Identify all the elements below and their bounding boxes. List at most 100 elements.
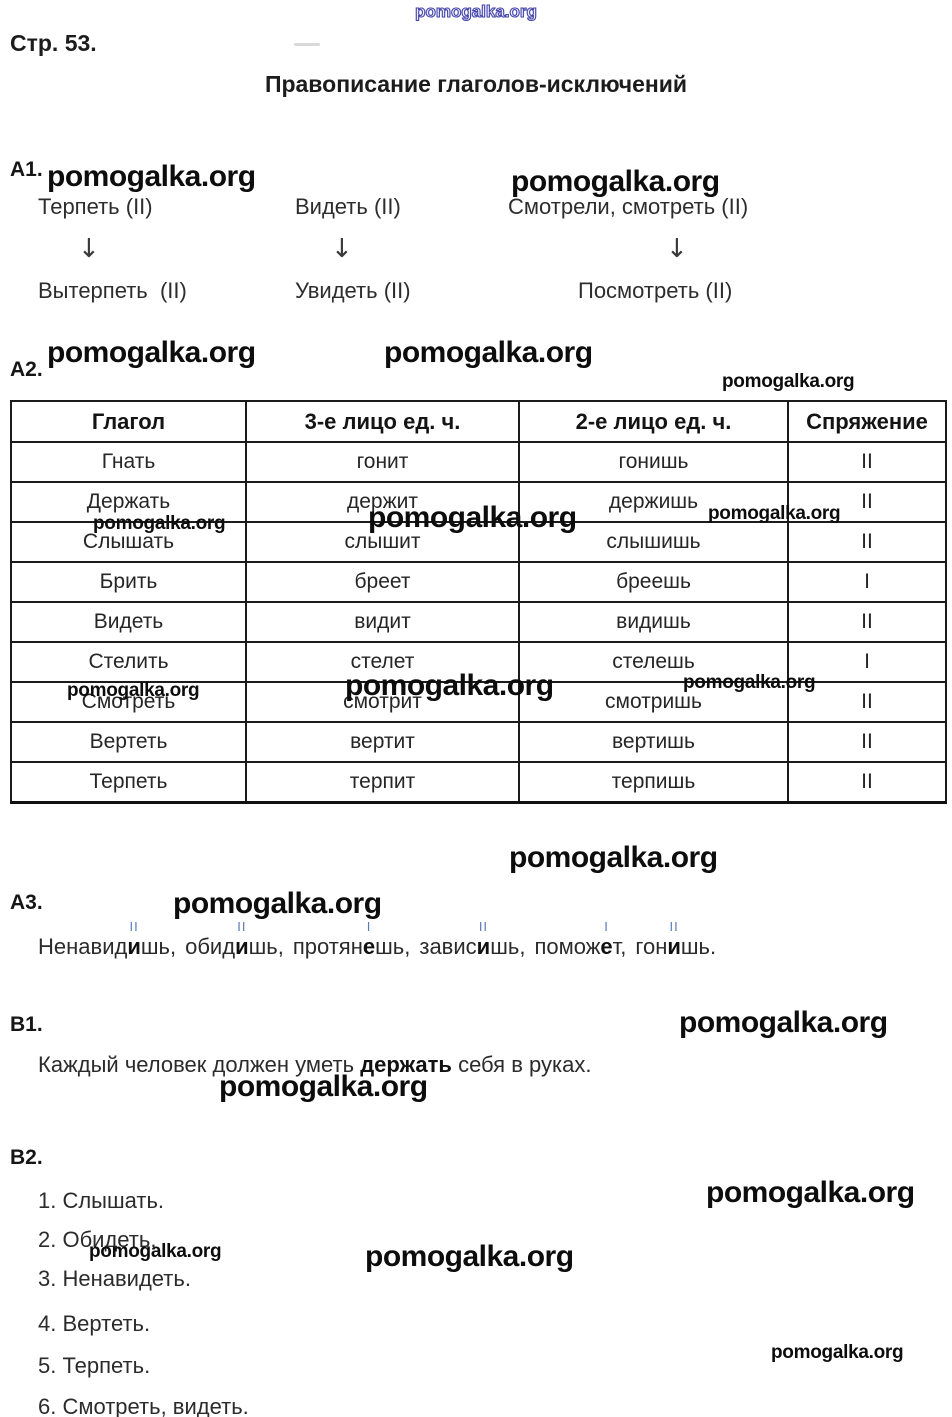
a1-col3-bottom: Посмотреть (II): [578, 278, 733, 303]
cell-conj: II: [787, 601, 947, 643]
down-arrow-icon: ↓: [666, 234, 688, 264]
b1-answer-sentence: Каждый человек должен уметь держать себя…: [38, 1052, 592, 1077]
watermark-pomogalka: pomogalka.org: [384, 336, 593, 369]
cell-conj: I: [787, 561, 947, 603]
b2-list-item: 6. Смотреть, видеть.: [38, 1394, 249, 1417]
conjugation-mark: II: [478, 919, 489, 934]
cell-3rd: держит: [245, 481, 520, 523]
watermark-pomogalka: pomogalka.org: [219, 1070, 428, 1103]
table-row: Вертеть вертит вертишь II: [10, 721, 947, 763]
watermark-pomogalka: pomogalka.org: [415, 1, 538, 21]
a1-col2-top: Видеть (II): [295, 194, 401, 219]
cell-2nd: гонишь: [518, 441, 789, 483]
cell-3rd: бреет: [245, 561, 520, 603]
table-row: Гнать гонит гонишь II: [10, 441, 947, 483]
cell-conj: II: [787, 441, 947, 483]
cell-conj: I: [787, 641, 947, 683]
b2-list-item: 1. Слышать.: [38, 1188, 165, 1213]
cell-verb: Слышать: [10, 521, 247, 563]
section-label-b1: В1.: [10, 1013, 43, 1036]
section-label-a2: А2.: [10, 358, 43, 381]
down-arrow-icon: ↓: [78, 234, 100, 264]
cell-verb: Держать: [10, 481, 247, 523]
cell-conj: II: [787, 681, 947, 723]
cell-conj: II: [787, 481, 947, 523]
cell-3rd: видит: [245, 601, 520, 643]
cell-verb: Стелить: [10, 641, 247, 683]
col-header-2nd-person: 2-е лицо ед. ч.: [518, 400, 789, 443]
section-label-a1: А1.: [10, 158, 43, 181]
conjugation-mark: II: [669, 919, 679, 934]
table-row: Брить бреет бреешь I: [10, 561, 947, 603]
cell-conj: II: [787, 521, 947, 563]
conjugation-table: Глагол 3-е лицо ед. ч. 2-е лицо ед. ч. С…: [10, 400, 947, 804]
watermark-pomogalka: pomogalka.org: [67, 680, 200, 701]
conjugation-mark: I: [604, 919, 609, 934]
cell-2nd: терпишь: [518, 761, 789, 804]
table-row: Смотреть смотрит смотришь II: [10, 681, 947, 723]
watermark-pomogalka: pomogalka.org: [47, 336, 256, 369]
a1-col2-bottom: Увидеть (II): [295, 278, 411, 303]
watermark-pomogalka: pomogalka.org: [722, 371, 855, 392]
page-title: Правописание глаголов-исключений: [264, 71, 688, 97]
cell-verb: Терпеть: [10, 761, 247, 804]
watermark-pomogalka: pomogalka.org: [368, 501, 577, 534]
scan-artifact: [294, 43, 320, 46]
table-row: Терпеть терпит терпишь II: [10, 761, 947, 804]
cell-conj: II: [787, 721, 947, 763]
table-row: Держать держит держишь II: [10, 481, 947, 523]
watermark-pomogalka: pomogalka.org: [509, 841, 718, 874]
watermark-pomogalka: pomogalka.org: [345, 669, 554, 702]
a3-word: обид II ишь,: [185, 919, 284, 959]
b2-list-item: 5. Терпеть.: [38, 1353, 151, 1378]
cell-3rd: стелет: [245, 641, 520, 683]
watermark-pomogalka: pomogalka.org: [89, 1241, 222, 1262]
cell-2nd: бреешь: [518, 561, 789, 603]
table-row: Видеть видит видишь II: [10, 601, 947, 643]
cell-2nd: слышишь: [518, 521, 789, 563]
a1-col1-bottom: Вытерпеть (II): [38, 278, 187, 303]
cell-2nd: стелешь: [518, 641, 789, 683]
watermark-pomogalka: pomogalka.org: [93, 513, 226, 534]
watermark-pomogalka: pomogalka.org: [365, 1240, 574, 1273]
cell-3rd: терпит: [245, 761, 520, 804]
down-arrow-icon: ↓: [331, 234, 353, 264]
cell-2nd: видишь: [518, 601, 789, 643]
cell-2nd: вертишь: [518, 721, 789, 763]
table-row: Слышать слышит слышишь II: [10, 521, 947, 563]
conjugation-mark: II: [129, 919, 139, 934]
conjugation-mark: II: [237, 919, 247, 934]
cell-2nd: держишь: [518, 481, 789, 523]
watermark-pomogalka: pomogalka.org: [511, 165, 720, 198]
cell-verb: Видеть: [10, 601, 247, 643]
col-header-verb: Глагол: [10, 400, 247, 443]
cell-3rd: вертит: [245, 721, 520, 763]
watermark-pomogalka: pomogalka.org: [771, 1342, 904, 1363]
page-number-label: Стр. 53.: [10, 30, 97, 56]
watermark-pomogalka: pomogalka.org: [706, 1176, 915, 1209]
b2-list-item: 2. Обидеть.: [38, 1227, 157, 1252]
b2-list-item: 4. Вертеть.: [38, 1311, 151, 1336]
table-header-row: Глагол 3-е лицо ед. ч. 2-е лицо ед. ч. С…: [10, 400, 947, 443]
a3-word: гон II ишь.: [635, 919, 717, 959]
a3-word: завис II ишь,: [419, 919, 526, 959]
watermark-pomogalka: pomogalka.org: [679, 1006, 888, 1039]
section-label-b2: В2.: [10, 1146, 43, 1169]
cell-conj: II: [787, 761, 947, 804]
section-label-a3: А3.: [10, 891, 43, 914]
b2-list-item: 3. Ненавидеть.: [38, 1266, 191, 1291]
cell-3rd: гонит: [245, 441, 520, 483]
col-header-conjugation: Спряжение: [787, 400, 947, 443]
a1-col3-top: Смотрели, смотреть (II): [508, 194, 749, 219]
cell-verb: Гнать: [10, 441, 247, 483]
col-header-3rd-person: 3-е лицо ед. ч.: [245, 400, 520, 443]
watermark-pomogalka: pomogalka.org: [173, 887, 382, 920]
cell-3rd: смотрит: [245, 681, 520, 723]
watermark-pomogalka: pomogalka.org: [683, 672, 816, 693]
cell-2nd: смотришь: [518, 681, 789, 723]
a3-word: Ненавид II ишь,: [38, 919, 177, 959]
